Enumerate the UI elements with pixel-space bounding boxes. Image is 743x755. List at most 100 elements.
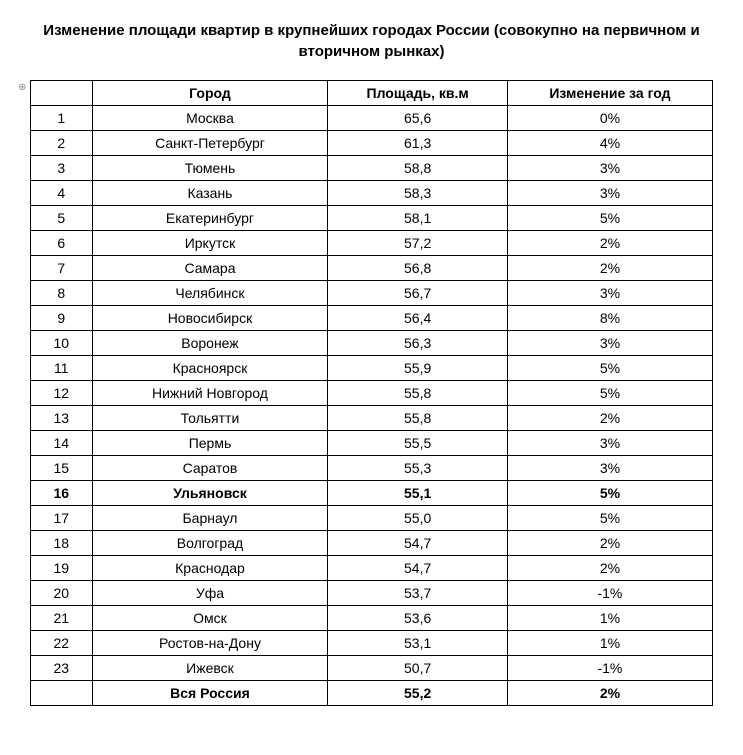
cell-area: 55,5 (328, 431, 507, 456)
cell-city: Москва (92, 106, 328, 131)
table-row: 8Челябинск56,73% (31, 281, 713, 306)
table-row: 15Саратов55,33% (31, 456, 713, 481)
cell-city: Тюмень (92, 156, 328, 181)
cell-num: 10 (31, 331, 93, 356)
cell-city: Ульяновск (92, 481, 328, 506)
cell-num: 14 (31, 431, 93, 456)
table-row: 19Краснодар54,72% (31, 556, 713, 581)
table-row: 20Уфа53,7-1% (31, 581, 713, 606)
cell-area: 53,1 (328, 631, 507, 656)
table-row: 22Ростов-на-Дону53,11% (31, 631, 713, 656)
cell-change: 1% (507, 631, 712, 656)
cell-city: Саратов (92, 456, 328, 481)
cell-area: 53,6 (328, 606, 507, 631)
cell-change: 2% (507, 681, 712, 706)
cell-area: 55,9 (328, 356, 507, 381)
cell-city: Самара (92, 256, 328, 281)
cell-change: 3% (507, 181, 712, 206)
header-city: Город (92, 81, 328, 106)
table-row: 4Казань58,33% (31, 181, 713, 206)
cell-area: 61,3 (328, 131, 507, 156)
cell-change: 3% (507, 156, 712, 181)
cell-city: Санкт-Петербург (92, 131, 328, 156)
table-row: 18Волгоград54,72% (31, 531, 713, 556)
cell-city: Красноярск (92, 356, 328, 381)
cell-num: 9 (31, 306, 93, 331)
cell-area: 56,3 (328, 331, 507, 356)
table-row: 11Красноярск55,95% (31, 356, 713, 381)
cell-area: 56,8 (328, 256, 507, 281)
table-row: 10Воронеж56,33% (31, 331, 713, 356)
cell-city: Тольятти (92, 406, 328, 431)
cell-num: 18 (31, 531, 93, 556)
cell-city: Воронеж (92, 331, 328, 356)
table-row: 12Нижний Новгород55,85% (31, 381, 713, 406)
cell-area: 56,4 (328, 306, 507, 331)
header-num (31, 81, 93, 106)
cell-change: -1% (507, 656, 712, 681)
cell-num: 2 (31, 131, 93, 156)
cell-num: 21 (31, 606, 93, 631)
cell-change: 1% (507, 606, 712, 631)
cell-city: Вся Россия (92, 681, 328, 706)
header-change: Изменение за год (507, 81, 712, 106)
cell-num: 16 (31, 481, 93, 506)
cell-city: Иркутск (92, 231, 328, 256)
cell-area: 58,3 (328, 181, 507, 206)
table-row: 14Пермь55,53% (31, 431, 713, 456)
cell-change: 3% (507, 331, 712, 356)
cell-num: 20 (31, 581, 93, 606)
cell-change: 2% (507, 556, 712, 581)
table-row: 7Самара56,82% (31, 256, 713, 281)
cell-change: 5% (507, 506, 712, 531)
cell-city: Казань (92, 181, 328, 206)
cell-num: 23 (31, 656, 93, 681)
cell-city: Омск (92, 606, 328, 631)
cell-num: 1 (31, 106, 93, 131)
table-row: 5Екатеринбург58,15% (31, 206, 713, 231)
cell-area: 58,8 (328, 156, 507, 181)
cell-area: 56,7 (328, 281, 507, 306)
cell-city: Уфа (92, 581, 328, 606)
cell-city: Барнаул (92, 506, 328, 531)
cell-num: 19 (31, 556, 93, 581)
cell-num: 17 (31, 506, 93, 531)
page-title: Изменение площади квартир в крупнейших г… (30, 20, 713, 62)
cell-num: 7 (31, 256, 93, 281)
cell-change: 3% (507, 456, 712, 481)
cell-change: 5% (507, 356, 712, 381)
cell-area: 54,7 (328, 531, 507, 556)
cell-num: 22 (31, 631, 93, 656)
cell-city: Краснодар (92, 556, 328, 581)
cell-area: 65,6 (328, 106, 507, 131)
cell-change: 5% (507, 381, 712, 406)
cell-city: Волгоград (92, 531, 328, 556)
cell-area: 57,2 (328, 231, 507, 256)
table-row: 2Санкт-Петербург61,34% (31, 131, 713, 156)
cell-city: Ижевск (92, 656, 328, 681)
cell-city: Ростов-на-Дону (92, 631, 328, 656)
cell-change: 2% (507, 231, 712, 256)
cell-change: 3% (507, 431, 712, 456)
table-row: 13Тольятти55,82% (31, 406, 713, 431)
table-row: 9Новосибирск56,48% (31, 306, 713, 331)
cell-change: 0% (507, 106, 712, 131)
cell-change: 3% (507, 281, 712, 306)
cell-city: Екатеринбург (92, 206, 328, 231)
cell-num: 6 (31, 231, 93, 256)
cell-num: 8 (31, 281, 93, 306)
cell-area: 58,1 (328, 206, 507, 231)
cell-num: 5 (31, 206, 93, 231)
cell-change: 2% (507, 531, 712, 556)
table-row: 16Ульяновск55,15% (31, 481, 713, 506)
cell-area: 55,8 (328, 406, 507, 431)
table-row: 17Барнаул55,05% (31, 506, 713, 531)
cell-num: 4 (31, 181, 93, 206)
cell-num (31, 681, 93, 706)
table-row: 21Омск53,61% (31, 606, 713, 631)
cell-area: 55,0 (328, 506, 507, 531)
anchor-icon: ⊕ (18, 82, 26, 93)
cell-change: 8% (507, 306, 712, 331)
cell-area: 53,7 (328, 581, 507, 606)
cell-num: 3 (31, 156, 93, 181)
